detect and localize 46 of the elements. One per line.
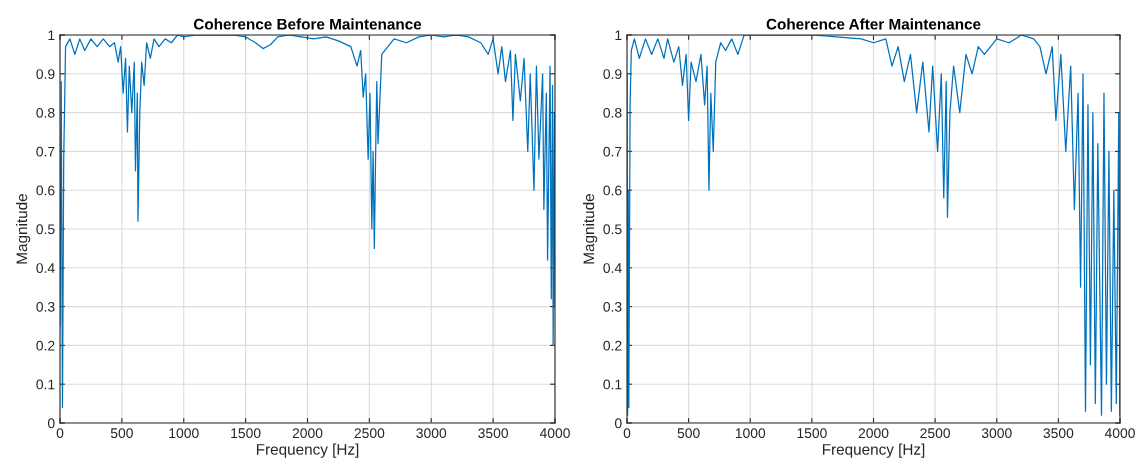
x-tick-label: 4000: [539, 428, 570, 439]
y-tick-label: 0.6: [603, 185, 622, 196]
y-tick-label: 0.5: [603, 224, 622, 235]
x-tick-label: 3500: [1043, 428, 1074, 439]
y-tick-label: 0: [614, 418, 622, 429]
x-tick-label: 1500: [797, 428, 827, 439]
y-tick-label: 0.3: [36, 301, 55, 312]
y-tick-label: 0.7: [36, 146, 55, 157]
y-tick-label: 0.1: [36, 379, 55, 390]
chart-title: Coherence Before Maintenance: [193, 18, 422, 30]
chart-title: Coherence After Maintenance: [766, 18, 981, 30]
x-tick-label: 4000: [1104, 428, 1135, 439]
y-tick-label: 0.2: [36, 340, 55, 351]
x-tick-label: 2500: [920, 428, 951, 439]
y-tick-label: 0: [47, 418, 55, 429]
x-tick-label: 0: [623, 428, 631, 439]
y-tick-label: 0.9: [603, 69, 622, 79]
x-tick-label: 2000: [858, 428, 889, 439]
x-tick-label: 500: [677, 428, 700, 439]
y-tick-label: 0.5: [36, 224, 55, 235]
x-tick-label: 0: [56, 428, 64, 439]
x-tick-label: 1000: [735, 428, 766, 439]
x-tick-label: 2000: [292, 428, 323, 439]
y-tick-label: 0.1: [603, 379, 622, 390]
y-axis-title: Magnitude: [583, 194, 598, 264]
y-tick-label: 1: [48, 30, 55, 41]
x-tick-label: 3500: [478, 428, 509, 439]
y-tick-label: 0.4: [603, 263, 622, 273]
y-tick-label: 0.8: [36, 107, 55, 118]
x-tick-label: 1000: [169, 428, 199, 439]
y-tick-label: 0.6: [36, 185, 55, 196]
y-tick-label: 0.9: [36, 69, 55, 79]
x-tick-label: 3000: [416, 428, 447, 439]
x-axis-title: Frequency [Hz]: [822, 443, 925, 458]
y-tick-label: 0.3: [603, 301, 622, 312]
y-tick-label: 1: [615, 30, 622, 41]
x-tick-label: 1500: [231, 428, 261, 439]
y-tick-label: 0.8: [603, 107, 622, 118]
x-axis-title: Frequency [Hz]: [256, 443, 359, 458]
y-tick-label: 0.2: [603, 340, 622, 351]
x-tick-label: 500: [110, 428, 133, 439]
y-axis-title: Magnitude: [16, 194, 31, 264]
y-tick-label: 0.4: [36, 263, 55, 273]
x-tick-label: 2500: [354, 428, 385, 439]
x-tick-label: 3000: [981, 428, 1012, 439]
y-tick-label: 0.7: [603, 146, 622, 157]
